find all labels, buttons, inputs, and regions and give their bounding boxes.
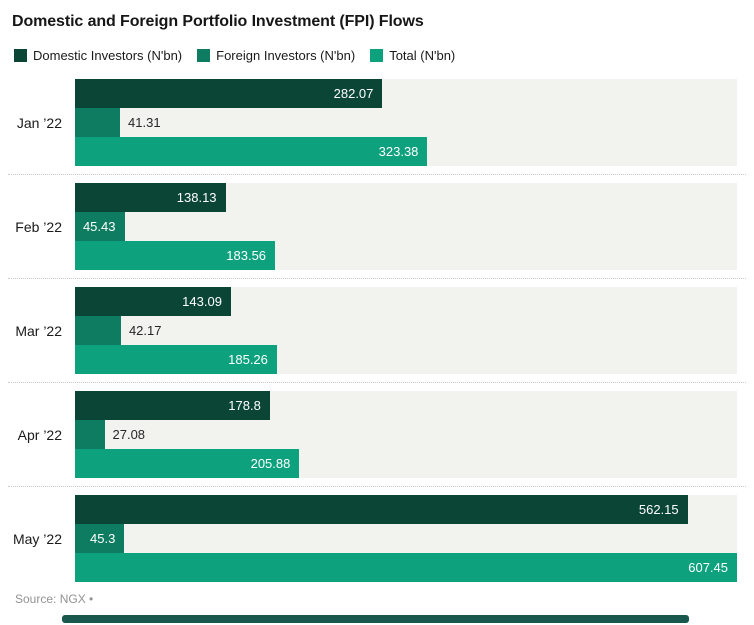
bar-row: 323.38 bbox=[75, 137, 737, 166]
bar-track: 178.8 27.08 205.88 bbox=[75, 391, 737, 478]
bar-value-label: 138.13 bbox=[176, 190, 217, 205]
bar-total: 183.56 bbox=[75, 241, 276, 270]
category-label: Jan ’22 bbox=[16, 114, 62, 131]
bar-value-label: 562.15 bbox=[638, 502, 679, 517]
category-label: Apr ’22 bbox=[17, 426, 62, 443]
group-separator bbox=[8, 174, 746, 175]
bar-row: 607.45 bbox=[75, 553, 737, 582]
bar-value-label: 607.45 bbox=[688, 560, 728, 575]
bar-track: 282.07 41.31 323.38 bbox=[75, 79, 737, 166]
bar-value-label: 183.56 bbox=[226, 248, 267, 263]
category-label: Feb ’22 bbox=[15, 218, 62, 235]
chart-title: Domestic and Foreign Portfolio Investmen… bbox=[12, 13, 424, 30]
bar-domestic: 143.09 bbox=[75, 287, 231, 316]
bar-value-label: 27.08 bbox=[112, 427, 146, 442]
group-separator bbox=[8, 278, 746, 279]
bar-total: 323.38 bbox=[75, 137, 428, 166]
legend-item-total: Total (N'bn) bbox=[370, 48, 455, 63]
legend-item-domestic: Domestic Investors (N'bn) bbox=[14, 48, 182, 63]
bar-value-label: 185.26 bbox=[228, 352, 268, 367]
bar-track: 138.13 45.43 183.56 bbox=[75, 183, 737, 270]
bar-row: 183.56 bbox=[75, 241, 737, 270]
bar-row: 178.8 bbox=[75, 391, 737, 420]
group-separator bbox=[8, 486, 746, 487]
category-label: May ’22 bbox=[12, 530, 62, 547]
bar-value-label: 178.8 bbox=[228, 398, 261, 413]
bar-track: 143.09 42.17 185.26 bbox=[75, 287, 737, 374]
bar-row: 42.17 bbox=[75, 316, 737, 345]
bar-row: 143.09 bbox=[75, 287, 737, 316]
bar-total: 607.45 bbox=[75, 553, 737, 582]
legend-label: Domestic Investors (N'bn) bbox=[33, 48, 183, 63]
bar-domestic: 138.13 bbox=[75, 183, 226, 212]
chart-header: Domestic and Foreign Portfolio Investmen… bbox=[0, 0, 754, 63]
bar-foreign bbox=[75, 316, 121, 345]
legend-item-foreign: Foreign Investors (N'bn) bbox=[197, 48, 355, 63]
bar-row: 562.15 bbox=[75, 495, 737, 524]
legend: Domestic Investors (N'bn) Foreign Invest… bbox=[14, 48, 740, 63]
bar-row: 282.07 bbox=[75, 79, 737, 108]
chart-row: Feb ’22 138.13 45.43 183.56 bbox=[0, 183, 754, 270]
bar-row: 185.26 bbox=[75, 345, 737, 374]
bar-value-label: 143.09 bbox=[182, 294, 222, 309]
chart-row: Jan ’22 282.07 41.31 323.38 bbox=[0, 79, 754, 166]
bar-total: 185.26 bbox=[75, 345, 277, 374]
bar-total: 205.88 bbox=[75, 449, 300, 478]
bar-track: 562.15 45.3 607.45 bbox=[75, 495, 737, 582]
bar-row: 41.31 bbox=[75, 108, 737, 137]
bar-value-label: 282.07 bbox=[333, 86, 374, 101]
bar-row: 138.13 bbox=[75, 183, 737, 212]
bar-value-label: 42.17 bbox=[128, 323, 162, 338]
bar-value-label: 45.3 bbox=[90, 531, 116, 546]
bar-row: 205.88 bbox=[75, 449, 737, 478]
horizontal-scrollbar[interactable] bbox=[62, 615, 689, 623]
category-label: Mar ’22 bbox=[15, 322, 62, 339]
bar-foreign bbox=[75, 420, 105, 449]
chart-row: Mar ’22 143.09 42.17 185.26 bbox=[0, 287, 754, 374]
bar-value-label: 45.43 bbox=[82, 219, 116, 234]
bar-foreign bbox=[75, 108, 121, 137]
bar-row: 27.08 bbox=[75, 420, 737, 449]
bar-value-label: 205.88 bbox=[250, 456, 291, 471]
chart: Jan ’22 282.07 41.31 323.38 Feb ’22 138.13 45.… bbox=[0, 79, 754, 582]
legend-label: Foreign Investors (N'bn) bbox=[216, 48, 356, 63]
legend-swatch-domestic-icon bbox=[14, 49, 27, 62]
bar-domestic: 282.07 bbox=[75, 79, 383, 108]
group-separator bbox=[8, 382, 746, 383]
bar-foreign: 45.3 bbox=[75, 524, 125, 553]
bar-row: 45.3 bbox=[75, 524, 737, 553]
chart-row: Apr ’22 178.8 27.08 205.88 bbox=[0, 391, 754, 478]
legend-swatch-foreign-icon bbox=[197, 49, 211, 62]
bar-row: 45.43 bbox=[75, 212, 737, 241]
legend-swatch-total-icon bbox=[370, 49, 384, 62]
bar-foreign: 45.43 bbox=[75, 212, 125, 241]
bar-value-label: 41.31 bbox=[128, 115, 161, 130]
source-attribution: Source: NGX • bbox=[15, 592, 94, 606]
chart-row: May ’22 562.15 45.3 607.45 bbox=[0, 495, 754, 582]
bar-value-label: 323.38 bbox=[378, 144, 419, 159]
legend-label: Total (N'bn) bbox=[389, 48, 456, 63]
bar-domestic: 562.15 bbox=[75, 495, 688, 524]
bar-domestic: 178.8 bbox=[75, 391, 270, 420]
